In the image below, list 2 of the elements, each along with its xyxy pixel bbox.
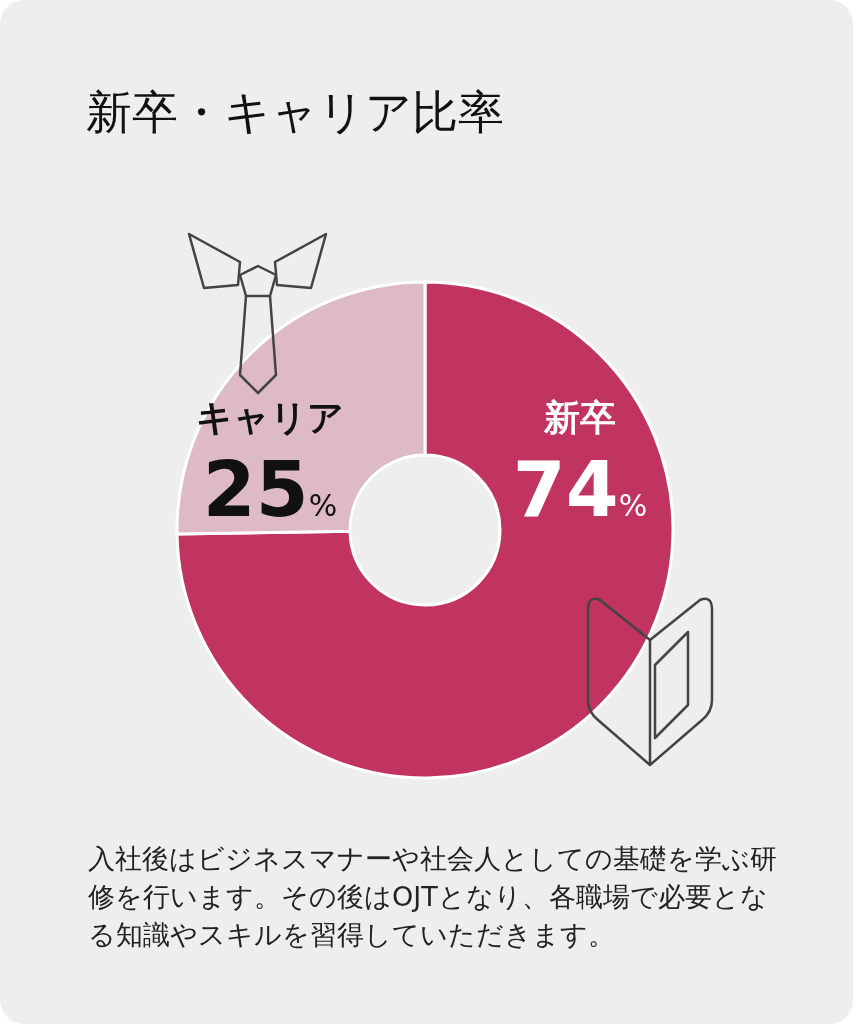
chart-title: 新卒・キャリア比率 [86,84,504,141]
text: 入社後はビジネスマナーや社会人としての基礎を学ぶ研修を行います。その後はOJTとなり、各職場で必要となる知識やスキルを習得していただきます。 [88,842,778,952]
